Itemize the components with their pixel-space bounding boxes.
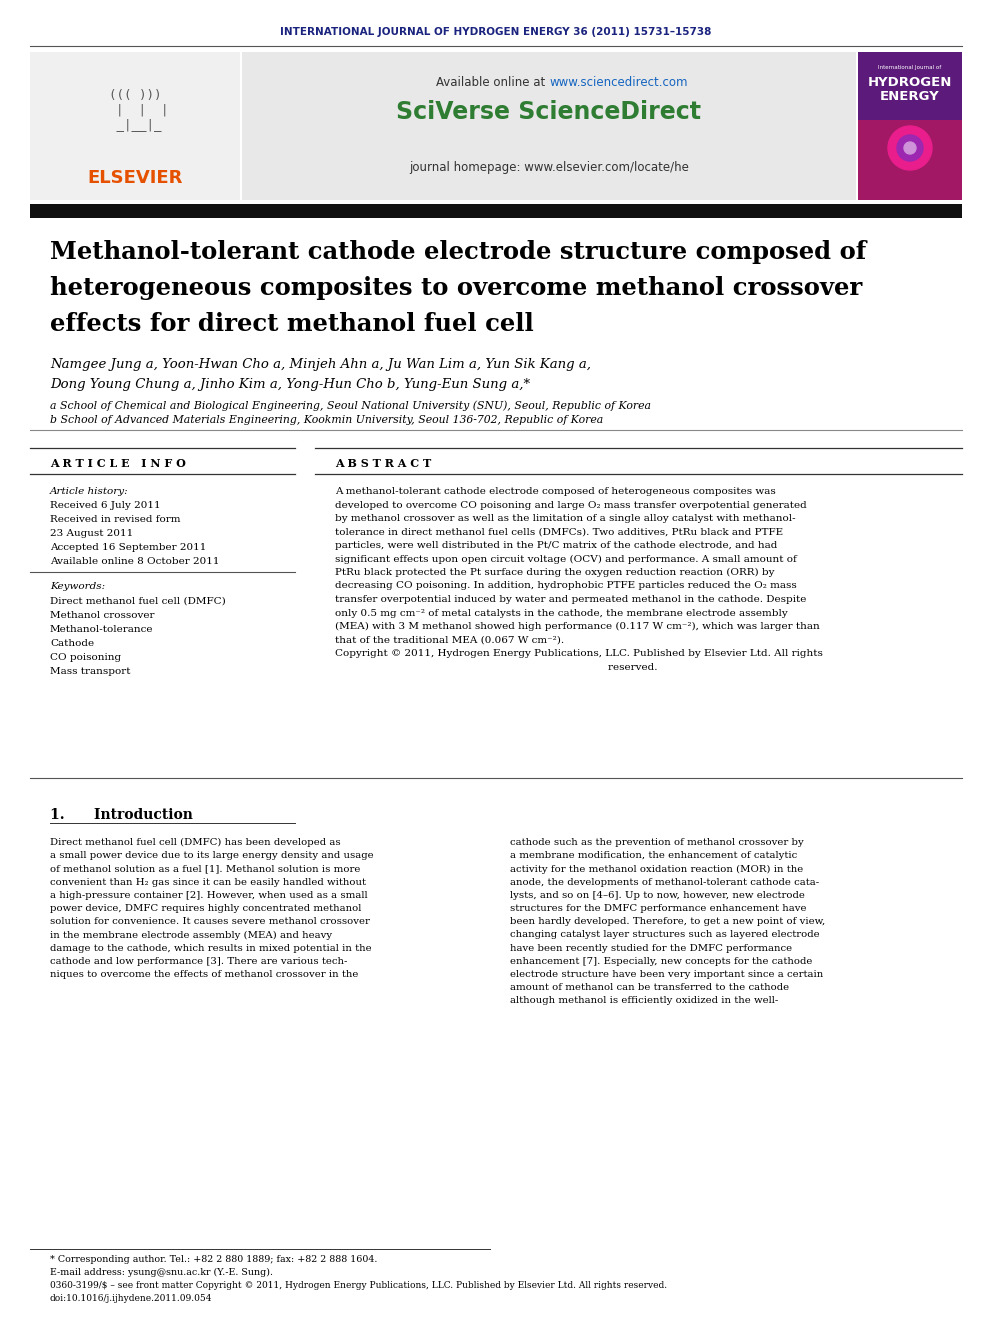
Text: lysts, and so on [4–6]. Up to now, however, new electrode: lysts, and so on [4–6]. Up to now, howev… [510, 890, 805, 900]
Text: International Journal of: International Journal of [878, 65, 941, 70]
Text: power device, DMFC requires highly concentrated methanol: power device, DMFC requires highly conce… [50, 904, 361, 913]
Text: Received 6 July 2011: Received 6 July 2011 [50, 501, 161, 509]
Text: ELSEVIER: ELSEVIER [87, 169, 183, 187]
Text: developed to overcome CO poisoning and large O₂ mass transfer overpotential gene: developed to overcome CO poisoning and l… [335, 500, 806, 509]
Text: Available online 8 October 2011: Available online 8 October 2011 [50, 557, 219, 566]
FancyBboxPatch shape [242, 52, 856, 200]
Text: a small power device due to its large energy density and usage: a small power device due to its large en… [50, 851, 374, 860]
Text: a high-pressure container [2]. However, when used as a small: a high-pressure container [2]. However, … [50, 890, 368, 900]
Circle shape [904, 142, 916, 153]
Text: ((( )))
  |  |  |
 _|__|_: ((( ))) | | | _|__|_ [101, 89, 169, 131]
Text: a membrane modification, the enhancement of catalytic: a membrane modification, the enhancement… [510, 851, 798, 860]
FancyBboxPatch shape [858, 120, 962, 200]
Text: Available online at: Available online at [436, 75, 549, 89]
Text: electrode structure have been very important since a certain: electrode structure have been very impor… [510, 970, 823, 979]
Text: transfer overpotential induced by water and permeated methanol in the cathode. D: transfer overpotential induced by water … [335, 595, 806, 605]
FancyBboxPatch shape [858, 52, 962, 200]
Text: SciVerse ScienceDirect: SciVerse ScienceDirect [397, 101, 701, 124]
Text: Dong Young Chung a, Jinho Kim a, Yong-Hun Cho b, Yung-Eun Sung a,*: Dong Young Chung a, Jinho Kim a, Yong-Hu… [50, 378, 530, 392]
Text: significant effects upon open circuit voltage (OCV) and performance. A small amo: significant effects upon open circuit vo… [335, 554, 797, 564]
Text: 0360-3199/$ – see front matter Copyright © 2011, Hydrogen Energy Publications, L: 0360-3199/$ – see front matter Copyright… [50, 1281, 668, 1290]
Text: Direct methanol fuel cell (DMFC): Direct methanol fuel cell (DMFC) [50, 597, 226, 606]
Text: ENERGY: ENERGY [880, 90, 939, 103]
Text: Mass transport: Mass transport [50, 667, 131, 676]
Text: Methanol crossover: Methanol crossover [50, 611, 155, 620]
Text: Keywords:: Keywords: [50, 582, 105, 591]
Text: tolerance in direct methanol fuel cells (DMFCs). Two additives, PtRu black and P: tolerance in direct methanol fuel cells … [335, 528, 783, 537]
Text: in the membrane electrode assembly (MEA) and heavy: in the membrane electrode assembly (MEA)… [50, 930, 332, 939]
Text: HYDROGEN: HYDROGEN [868, 75, 952, 89]
Text: decreasing CO poisoning. In addition, hydrophobic PTFE particles reduced the O₂ : decreasing CO poisoning. In addition, hy… [335, 582, 797, 590]
Text: particles, were well distributed in the Pt/C matrix of the cathode electrode, an: particles, were well distributed in the … [335, 541, 778, 550]
Text: convenient than H₂ gas since it can be easily handled without: convenient than H₂ gas since it can be e… [50, 877, 366, 886]
Text: PtRu black protected the Pt surface during the oxygen reduction reaction (ORR) b: PtRu black protected the Pt surface duri… [335, 568, 775, 577]
Text: although methanol is efficiently oxidized in the well-: although methanol is efficiently oxidize… [510, 996, 779, 1005]
Text: Methanol-tolerant cathode electrode structure composed of: Methanol-tolerant cathode electrode stru… [50, 239, 866, 265]
Text: heterogeneous composites to overcome methanol crossover: heterogeneous composites to overcome met… [50, 277, 862, 300]
Text: reserved.: reserved. [335, 663, 658, 672]
Text: changing catalyst layer structures such as layered electrode: changing catalyst layer structures such … [510, 930, 819, 939]
Text: been hardly developed. Therefore, to get a new point of view,: been hardly developed. Therefore, to get… [510, 917, 825, 926]
Text: effects for direct methanol fuel cell: effects for direct methanol fuel cell [50, 312, 534, 336]
Text: of methanol solution as a fuel [1]. Methanol solution is more: of methanol solution as a fuel [1]. Meth… [50, 864, 360, 873]
Text: anode, the developments of methanol-tolerant cathode cata-: anode, the developments of methanol-tole… [510, 877, 819, 886]
Text: Direct methanol fuel cell (DMFC) has been developed as: Direct methanol fuel cell (DMFC) has bee… [50, 837, 340, 847]
Text: * Corresponding author. Tel.: +82 2 880 1889; fax: +82 2 888 1604.: * Corresponding author. Tel.: +82 2 880 … [50, 1256, 377, 1263]
Text: that of the traditional MEA (0.067 W cm⁻²).: that of the traditional MEA (0.067 W cm⁻… [335, 635, 564, 644]
Text: structures for the DMFC performance enhancement have: structures for the DMFC performance enha… [510, 904, 806, 913]
Text: doi:10.1016/j.ijhydene.2011.09.054: doi:10.1016/j.ijhydene.2011.09.054 [50, 1294, 212, 1303]
Text: journal homepage: www.elsevier.com/locate/he: journal homepage: www.elsevier.com/locat… [409, 161, 688, 175]
Text: niques to overcome the effects of methanol crossover in the: niques to overcome the effects of methan… [50, 970, 358, 979]
Text: solution for convenience. It causes severe methanol crossover: solution for convenience. It causes seve… [50, 917, 370, 926]
Text: activity for the methanol oxidation reaction (MOR) in the: activity for the methanol oxidation reac… [510, 864, 804, 873]
Text: A B S T R A C T: A B S T R A C T [335, 458, 432, 468]
Text: by methanol crossover as well as the limitation of a single alloy catalyst with : by methanol crossover as well as the lim… [335, 515, 796, 523]
Text: Received in revised form: Received in revised form [50, 515, 181, 524]
Text: www.sciencedirect.com: www.sciencedirect.com [549, 75, 687, 89]
Text: A R T I C L E   I N F O: A R T I C L E I N F O [50, 458, 186, 468]
Text: have been recently studied for the DMFC performance: have been recently studied for the DMFC … [510, 943, 793, 953]
Text: Cathode: Cathode [50, 639, 94, 648]
Text: 1.      Introduction: 1. Introduction [50, 808, 192, 822]
Text: 23 August 2011: 23 August 2011 [50, 529, 133, 538]
Text: A methanol-tolerant cathode electrode composed of heterogeneous composites was: A methanol-tolerant cathode electrode co… [335, 487, 776, 496]
FancyBboxPatch shape [30, 52, 240, 200]
Text: enhancement [7]. Especially, new concepts for the cathode: enhancement [7]. Especially, new concept… [510, 957, 812, 966]
Text: INTERNATIONAL JOURNAL OF HYDROGEN ENERGY 36 (2011) 15731–15738: INTERNATIONAL JOURNAL OF HYDROGEN ENERGY… [281, 26, 711, 37]
Text: (MEA) with 3 M methanol showed high performance (0.117 W cm⁻²), which was larger: (MEA) with 3 M methanol showed high perf… [335, 622, 819, 631]
FancyBboxPatch shape [30, 204, 962, 218]
Text: CO poisoning: CO poisoning [50, 654, 121, 662]
Circle shape [888, 126, 932, 169]
Text: E-mail address: ysung@snu.ac.kr (Y.-E. Sung).: E-mail address: ysung@snu.ac.kr (Y.-E. S… [50, 1267, 273, 1277]
Text: cathode and low performance [3]. There are various tech-: cathode and low performance [3]. There a… [50, 957, 347, 966]
Text: Article history:: Article history: [50, 487, 129, 496]
Text: Methanol-tolerance: Methanol-tolerance [50, 624, 154, 634]
Circle shape [897, 135, 923, 161]
Text: Accepted 16 September 2011: Accepted 16 September 2011 [50, 542, 206, 552]
Text: amount of methanol can be transferred to the cathode: amount of methanol can be transferred to… [510, 983, 789, 992]
Text: cathode such as the prevention of methanol crossover by: cathode such as the prevention of methan… [510, 837, 804, 847]
Text: Copyright © 2011, Hydrogen Energy Publications, LLC. Published by Elsevier Ltd. : Copyright © 2011, Hydrogen Energy Public… [335, 650, 823, 658]
Text: a School of Chemical and Biological Engineering, Seoul National University (SNU): a School of Chemical and Biological Engi… [50, 400, 651, 410]
Text: only 0.5 mg cm⁻² of metal catalysts in the cathode, the membrane electrode assem: only 0.5 mg cm⁻² of metal catalysts in t… [335, 609, 788, 618]
Text: b School of Advanced Materials Engineering, Kookmin University, Seoul 136-702, R: b School of Advanced Materials Engineeri… [50, 415, 603, 425]
Text: damage to the cathode, which results in mixed potential in the: damage to the cathode, which results in … [50, 943, 372, 953]
Text: Namgee Jung a, Yoon-Hwan Cho a, Minjeh Ahn a, Ju Wan Lim a, Yun Sik Kang a,: Namgee Jung a, Yoon-Hwan Cho a, Minjeh A… [50, 359, 591, 370]
